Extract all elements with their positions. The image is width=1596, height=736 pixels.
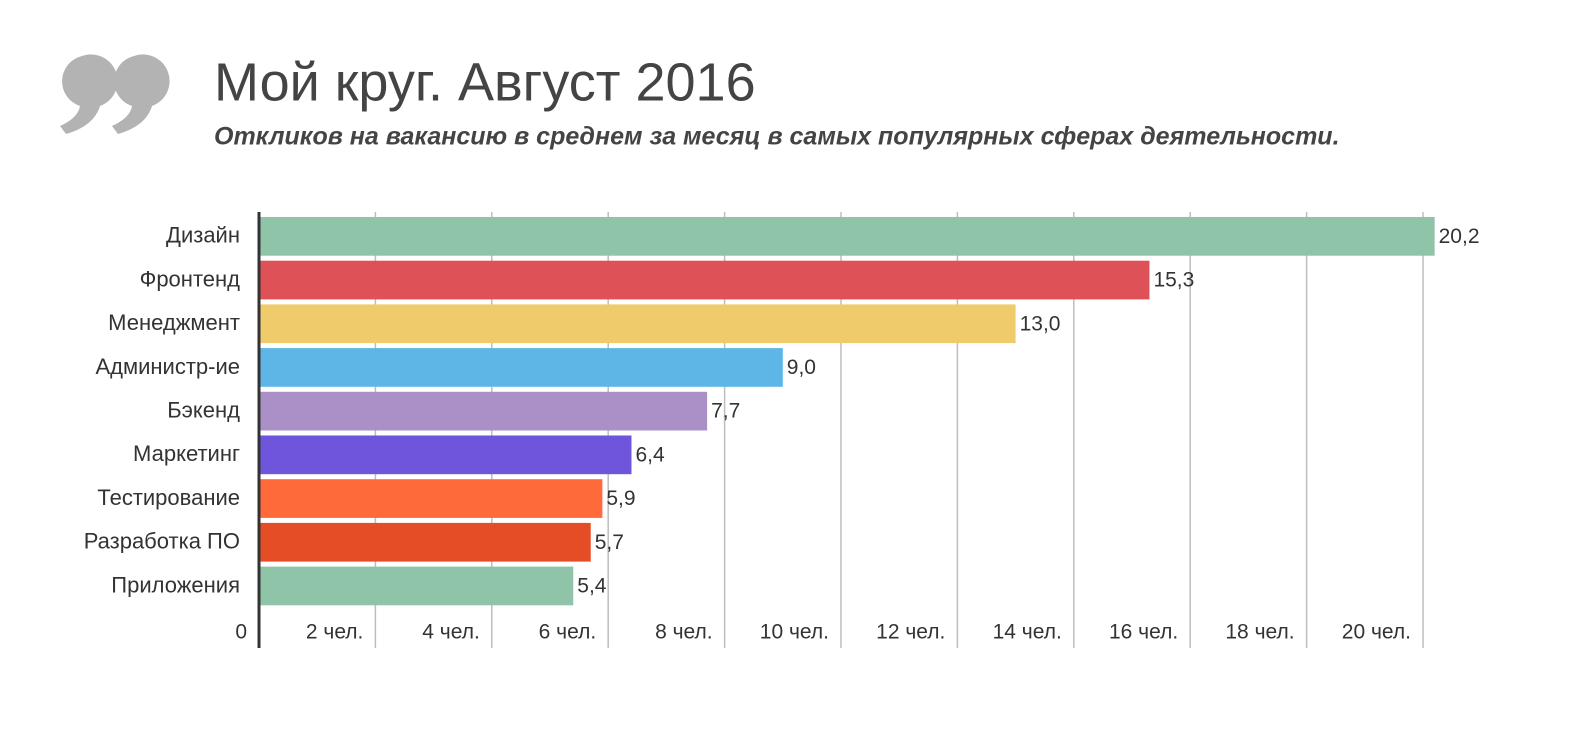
x-tick-label: 16 чел. (1109, 621, 1178, 644)
value-label: 5,4 (577, 574, 607, 597)
bar (259, 566, 574, 606)
chart-title: Мой круг. Август 2016 (214, 52, 756, 112)
bar (259, 260, 1150, 300)
x-tick-label: 14 чел. (993, 621, 1062, 644)
y-tick-label: Разработка ПО (84, 529, 240, 554)
value-label: 5,9 (606, 487, 635, 510)
x-tick-label: 12 чел. (876, 621, 945, 644)
bar (259, 522, 591, 562)
bar (259, 435, 632, 475)
value-label: 13,0 (1020, 312, 1061, 335)
bar (259, 304, 1016, 344)
quote-icon (60, 54, 170, 135)
bar (259, 217, 1435, 256)
x-tick-label: 6 чел. (539, 621, 597, 644)
value-label: 20,2 (1439, 225, 1480, 248)
bar (259, 391, 708, 431)
x-tick-label: 2 чел. (306, 621, 364, 644)
y-tick-label: Дизайн (166, 223, 240, 248)
y-tick-label: Менеджмент (108, 310, 240, 335)
y-tick-label: Администр-ие (95, 354, 240, 379)
x-tick-label: 10 чел. (760, 621, 829, 644)
x-tick-label: 18 чел. (1225, 621, 1294, 644)
y-tick-label: Маркетинг (133, 441, 240, 466)
x-tick-label: 20 чел. (1342, 621, 1411, 644)
bar (259, 479, 603, 518)
x-tick-label: 8 чел. (655, 621, 713, 644)
x-tick-label: 0 (235, 621, 247, 644)
bar (259, 348, 783, 387)
value-label: 9,0 (787, 356, 816, 379)
y-tick-label: Тестирование (97, 485, 240, 510)
y-tick-label: Бэкенд (167, 397, 240, 422)
value-label: 7,7 (711, 400, 740, 423)
y-tick-label: Приложения (111, 572, 240, 597)
x-tick-label: 4 чел. (422, 621, 480, 644)
chart-subtitle: Откликов на вакансию в среднем за месяц … (214, 123, 1340, 151)
value-label: 15,3 (1153, 269, 1194, 292)
value-label: 5,7 (595, 531, 624, 554)
y-tick-label: Фронтенд (140, 266, 241, 291)
value-label: 6,4 (635, 443, 665, 466)
